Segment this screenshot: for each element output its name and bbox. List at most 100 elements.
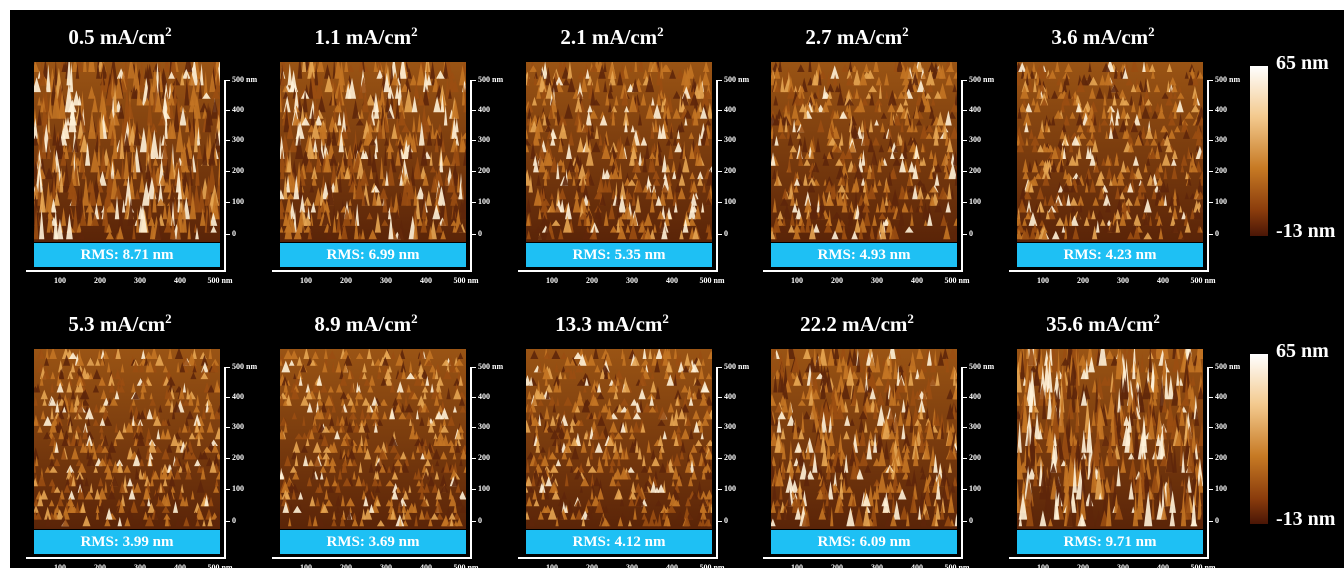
z-axis-tick-label: 100 (1215, 484, 1227, 493)
unit-exponent: 2 (902, 24, 909, 39)
unit-exponent: 2 (165, 311, 172, 326)
z-axis-tick-label: 400 (1215, 105, 1227, 114)
rms-label: RMS: 5.35 nm (526, 243, 712, 267)
height-gradient (1250, 66, 1268, 236)
afm-surface-image (526, 349, 712, 529)
title-text: 2.7 mA/cm (805, 25, 902, 49)
z-axis-tick-label: 300 (1215, 135, 1227, 144)
x-axis-tick-label: 500 nm (453, 563, 478, 572)
z-axis-tick-label: 500 nm (969, 75, 994, 84)
z-axis-tick (1209, 458, 1213, 459)
x-axis-line (272, 270, 472, 272)
z-axis-tick (1209, 427, 1213, 428)
z-axis-line (470, 367, 472, 557)
rms-label: RMS: 3.69 nm (280, 530, 466, 554)
z-axis-tick (226, 140, 230, 141)
z-axis-tick (472, 367, 476, 368)
z-axis-tick (226, 521, 230, 522)
z-axis-tick (963, 458, 967, 459)
rms-label: RMS: 9.71 nm (1017, 530, 1203, 554)
z-axis-tick-label: 400 (969, 105, 981, 114)
z-axis-tick-label: 300 (232, 135, 244, 144)
z-axis-tick-label: 200 (1215, 453, 1227, 462)
x-axis-line (763, 270, 963, 272)
z-axis-tick-label: 200 (1215, 166, 1227, 175)
x-axis-tick-label: 200 (1077, 276, 1089, 285)
current-density-title: 22.2 mA/cm2 (757, 311, 957, 337)
z-axis-tick-label: 500 nm (232, 75, 257, 84)
x-axis-tick-label: 400 (1157, 563, 1169, 572)
afm-surface-image (1017, 62, 1203, 242)
title-text: 3.6 mA/cm (1051, 25, 1148, 49)
z-axis-tick (963, 521, 967, 522)
height-scale-bar-bottom: 65 nm -13 nm (1250, 354, 1330, 564)
x-axis-tick-label: 500 nm (944, 563, 969, 572)
x-axis-tick-label: 500 nm (207, 276, 232, 285)
z-axis-tick (718, 171, 722, 172)
scale-max-label: 65 nm (1276, 52, 1329, 75)
x-axis-tick-label: 300 (871, 563, 883, 572)
x-axis-tick-label: 400 (666, 563, 678, 572)
height-scale-bar-top: 65 nm -13 nm (1250, 66, 1330, 276)
z-axis-tick (718, 458, 722, 459)
z-axis-tick-label: 400 (969, 392, 981, 401)
z-axis-tick-label: 500 nm (1215, 75, 1240, 84)
title-text: 22.2 mA/cm (800, 312, 907, 336)
x-axis-tick-label: 300 (626, 276, 638, 285)
z-axis-tick (472, 489, 476, 490)
rms-label: RMS: 3.99 nm (34, 530, 220, 554)
x-axis-tick-label: 500 nm (207, 563, 232, 572)
x-axis-tick-label: 200 (586, 563, 598, 572)
z-axis-tick-label: 0 (478, 229, 482, 238)
z-axis-tick-label: 400 (478, 392, 490, 401)
z-axis-tick-label: 100 (478, 484, 490, 493)
z-axis-tick (1209, 367, 1213, 368)
x-axis-tick-label: 400 (911, 276, 923, 285)
z-axis-tick (718, 110, 722, 111)
unit-exponent: 2 (165, 24, 172, 39)
x-axis-tick-label: 300 (1117, 276, 1129, 285)
z-axis-tick-label: 400 (478, 105, 490, 114)
z-axis-line (224, 367, 226, 557)
z-axis-tick (472, 110, 476, 111)
title-text: 2.1 mA/cm (560, 25, 657, 49)
rms-label: RMS: 6.09 nm (771, 530, 957, 554)
z-axis-line (1207, 80, 1209, 270)
z-axis-tick (472, 80, 476, 81)
x-axis-line (518, 557, 718, 559)
z-axis-line (224, 80, 226, 270)
x-axis-line (1009, 557, 1209, 559)
title-text: 35.6 mA/cm (1046, 312, 1153, 336)
title-text: 0.5 mA/cm (68, 25, 165, 49)
scale-min-label: -13 nm (1276, 220, 1335, 243)
z-axis-tick (226, 234, 230, 235)
z-axis-tick (226, 110, 230, 111)
x-axis-tick-label: 200 (340, 276, 352, 285)
z-axis-tick (718, 234, 722, 235)
afm-surface-image (34, 349, 220, 529)
afm-surface-image (526, 62, 712, 242)
unit-exponent: 2 (411, 24, 418, 39)
z-axis-tick (1209, 140, 1213, 141)
z-axis-line (961, 80, 963, 270)
z-axis-tick (963, 489, 967, 490)
rms-label: RMS: 4.93 nm (771, 243, 957, 267)
z-axis-tick-label: 200 (724, 166, 736, 175)
z-axis-tick (963, 140, 967, 141)
z-axis-tick-label: 400 (724, 392, 736, 401)
z-axis-tick-label: 0 (969, 229, 973, 238)
current-density-title: 8.9 mA/cm2 (266, 311, 466, 337)
x-axis-tick-label: 400 (420, 276, 432, 285)
x-axis-line (518, 270, 718, 272)
current-density-title: 13.3 mA/cm2 (512, 311, 712, 337)
z-axis-tick (1209, 202, 1213, 203)
z-axis-tick (226, 80, 230, 81)
title-text: 1.1 mA/cm (314, 25, 411, 49)
z-axis-tick-label: 300 (724, 422, 736, 431)
z-axis-tick (226, 397, 230, 398)
z-axis-tick-label: 400 (232, 392, 244, 401)
